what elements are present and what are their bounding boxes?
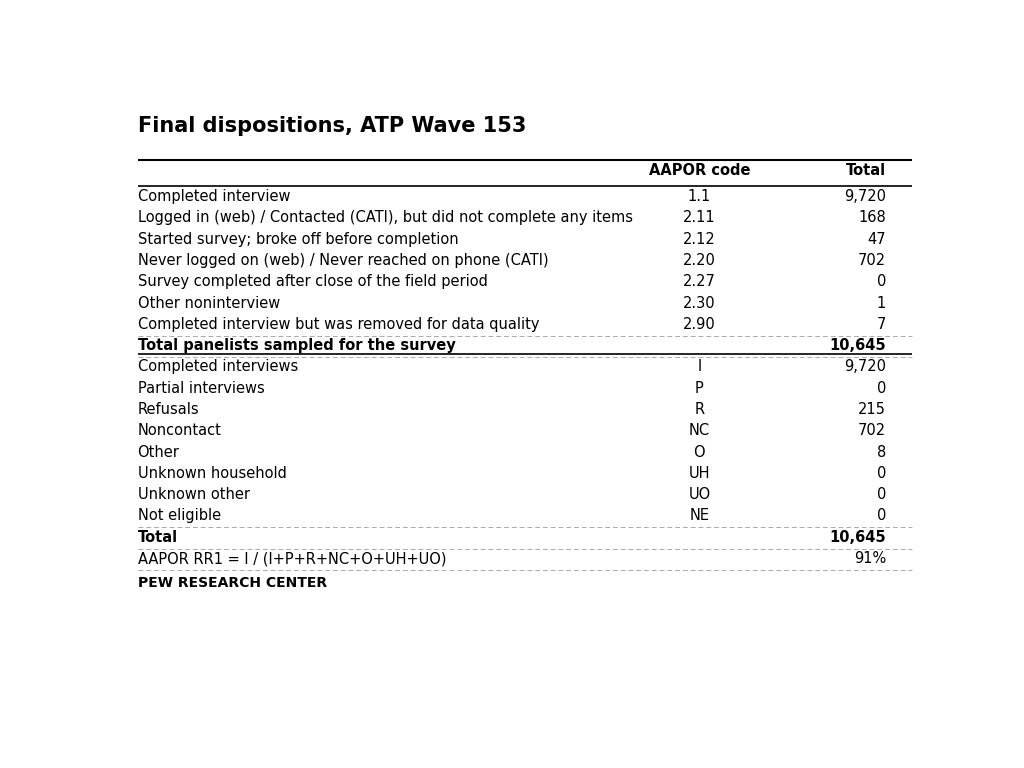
Text: AAPOR code: AAPOR code: [648, 163, 751, 178]
Text: Not eligible: Not eligible: [137, 508, 220, 524]
Text: R: R: [694, 402, 705, 417]
Text: Noncontact: Noncontact: [137, 423, 221, 439]
Text: 2.90: 2.90: [683, 317, 716, 332]
Text: Never logged on (web) / Never reached on phone (CATI): Never logged on (web) / Never reached on…: [137, 253, 548, 268]
Text: Unknown other: Unknown other: [137, 487, 250, 502]
Text: 10,645: 10,645: [829, 530, 886, 545]
Text: 2.27: 2.27: [683, 274, 716, 290]
Text: UO: UO: [688, 487, 711, 502]
Text: Other noninterview: Other noninterview: [137, 296, 280, 310]
Text: 47: 47: [867, 232, 886, 247]
Text: 1: 1: [877, 296, 886, 310]
Text: 10,645: 10,645: [829, 338, 886, 353]
Text: Total: Total: [846, 163, 886, 178]
Text: AAPOR RR1 = I / (I+P+R+NC+O+UH+UO): AAPOR RR1 = I / (I+P+R+NC+O+UH+UO): [137, 551, 446, 566]
Text: 0: 0: [877, 274, 886, 290]
Text: Completed interview: Completed interview: [137, 189, 290, 204]
Text: I: I: [697, 359, 701, 375]
Text: 0: 0: [877, 466, 886, 481]
Text: Survey completed after close of the field period: Survey completed after close of the fiel…: [137, 274, 487, 290]
Text: Final dispositions, ATP Wave 153: Final dispositions, ATP Wave 153: [137, 116, 526, 136]
Text: 9,720: 9,720: [844, 189, 886, 204]
Text: PEW RESEARCH CENTER: PEW RESEARCH CENTER: [137, 576, 327, 590]
Text: Logged in (web) / Contacted (CATI), but did not complete any items: Logged in (web) / Contacted (CATI), but …: [137, 210, 633, 226]
Text: NC: NC: [689, 423, 710, 439]
Text: 7: 7: [877, 317, 886, 332]
Text: 91%: 91%: [854, 551, 886, 566]
Text: UH: UH: [689, 466, 710, 481]
Text: Other: Other: [137, 445, 179, 459]
Text: 0: 0: [877, 508, 886, 524]
Text: Completed interview but was removed for data quality: Completed interview but was removed for …: [137, 317, 539, 332]
Text: Total panelists sampled for the survey: Total panelists sampled for the survey: [137, 338, 456, 353]
Text: 2.30: 2.30: [683, 296, 716, 310]
Text: NE: NE: [689, 508, 710, 524]
Text: 215: 215: [858, 402, 886, 417]
Text: Refusals: Refusals: [137, 402, 199, 417]
Text: 8: 8: [877, 445, 886, 459]
Text: O: O: [693, 445, 706, 459]
Text: 9,720: 9,720: [844, 359, 886, 375]
Text: 0: 0: [877, 381, 886, 396]
Text: 702: 702: [858, 253, 886, 268]
Text: 2.11: 2.11: [683, 210, 716, 226]
Text: 0: 0: [877, 487, 886, 502]
Text: 702: 702: [858, 423, 886, 439]
Text: Completed interviews: Completed interviews: [137, 359, 298, 375]
Text: 1.1: 1.1: [688, 189, 711, 204]
Text: Partial interviews: Partial interviews: [137, 381, 264, 396]
Text: Started survey; broke off before completion: Started survey; broke off before complet…: [137, 232, 458, 247]
Text: 2.12: 2.12: [683, 232, 716, 247]
Text: 2.20: 2.20: [683, 253, 716, 268]
Text: Total: Total: [137, 530, 177, 545]
Text: P: P: [695, 381, 703, 396]
Text: 168: 168: [858, 210, 886, 226]
Text: Unknown household: Unknown household: [137, 466, 287, 481]
